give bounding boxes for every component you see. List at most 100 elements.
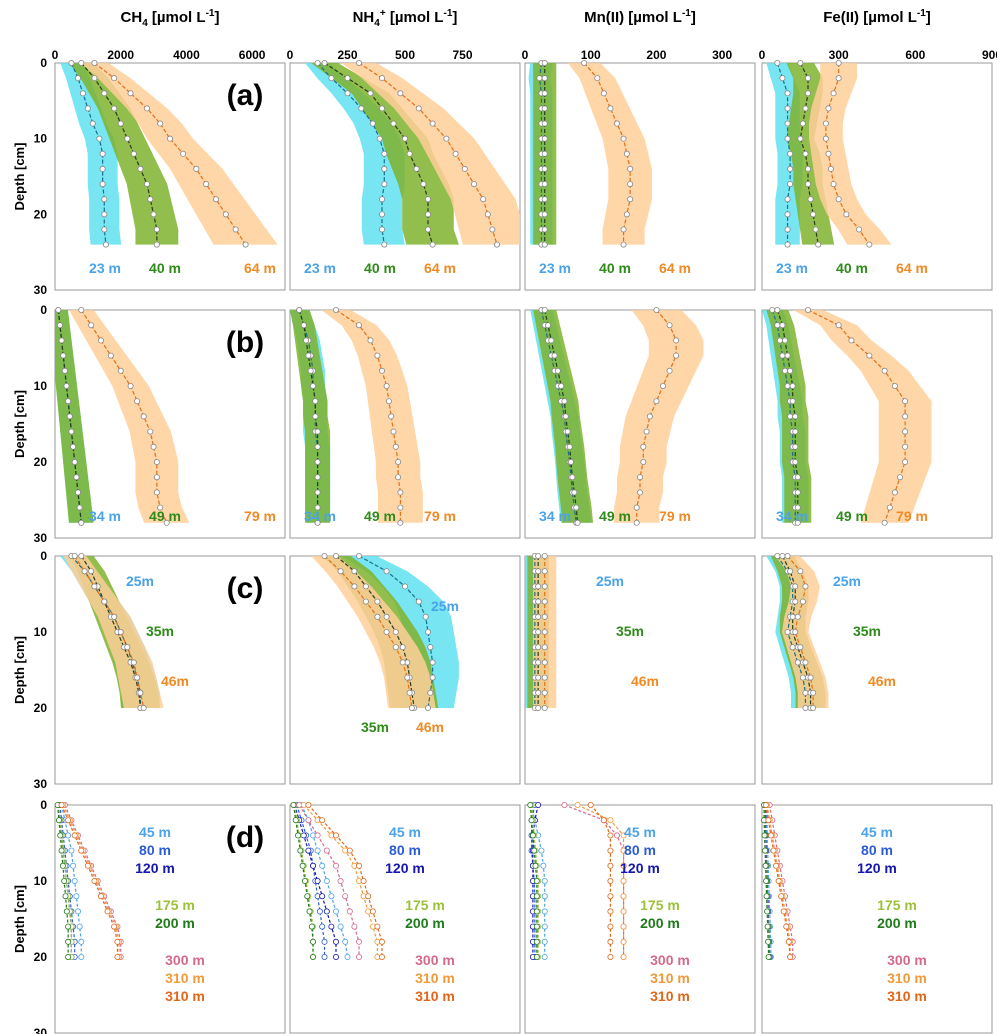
column-header-fe: Fe(II) [µmol L-1] <box>823 8 931 26</box>
data-point <box>375 599 380 604</box>
data-point <box>308 368 313 373</box>
data-point <box>595 76 600 81</box>
data-point <box>798 60 803 65</box>
data-point <box>485 212 490 217</box>
data-point <box>310 383 315 388</box>
data-point <box>398 490 403 495</box>
series-label-310m: 310 m <box>887 970 927 986</box>
data-point <box>416 106 421 111</box>
data-point <box>574 505 579 510</box>
data-point <box>844 212 849 217</box>
data-point <box>795 660 800 665</box>
series-label-79m: 79 m <box>424 508 456 524</box>
data-point <box>379 106 384 111</box>
series-label-310m: 310 m <box>650 988 690 1004</box>
data-point <box>382 242 387 247</box>
data-point <box>148 429 153 434</box>
data-point <box>356 863 361 868</box>
data-point <box>297 307 302 312</box>
data-point <box>624 212 629 217</box>
data-point <box>542 227 547 232</box>
y-tick-label: 0 <box>40 549 47 563</box>
y-axis-label: Depth [cm] <box>12 143 27 211</box>
series-label-34m: 34 m <box>304 508 336 524</box>
data-point <box>72 459 77 464</box>
panel-letter-label: (c) <box>227 572 264 605</box>
data-point <box>98 894 103 899</box>
data-point <box>782 338 787 343</box>
panel-letter-label: (d) <box>226 821 264 854</box>
data-point <box>481 197 486 202</box>
data-point <box>621 939 626 944</box>
x-tick-label-ch4: 4000 <box>173 48 200 62</box>
y-tick-label: 0 <box>40 798 47 812</box>
data-point <box>70 863 75 868</box>
data-point <box>320 818 325 823</box>
data-point <box>59 848 64 853</box>
data-point <box>795 614 800 619</box>
data-point <box>762 833 767 838</box>
data-point <box>831 91 836 96</box>
data-point <box>793 459 798 464</box>
data-point <box>194 166 199 171</box>
panel-frame <box>525 556 755 784</box>
data-point <box>529 818 534 823</box>
data-point <box>295 833 300 838</box>
x-tick-label-mn: 0 <box>522 48 529 62</box>
series-label-46m: 46m <box>161 673 189 689</box>
data-point <box>135 399 140 404</box>
data-point <box>80 91 85 96</box>
series-label-300m: 300 m <box>165 952 205 968</box>
series-label-120m: 120 m <box>857 860 897 876</box>
data-point <box>306 353 311 358</box>
data-point <box>542 599 547 604</box>
data-point <box>542 197 547 202</box>
data-point <box>798 136 803 141</box>
data-point <box>345 76 350 81</box>
data-point <box>647 414 652 419</box>
data-point <box>897 475 902 480</box>
series-label-175m: 175 m <box>877 897 917 913</box>
data-point <box>766 939 771 944</box>
series-label-80m: 80 m <box>624 842 656 858</box>
x-tick-label-fe: 600 <box>905 48 925 62</box>
data-point <box>766 818 771 823</box>
data-point <box>667 368 672 373</box>
series-label-79m: 79 m <box>244 508 276 524</box>
data-point <box>532 848 537 853</box>
data-point <box>405 675 410 680</box>
series-label-49m: 49 m <box>149 508 181 524</box>
data-point <box>559 383 564 388</box>
data-point <box>654 399 659 404</box>
data-point <box>867 242 872 247</box>
data-point <box>542 553 547 558</box>
data-point <box>72 833 77 838</box>
data-point <box>102 197 107 202</box>
y-tick-label: 30 <box>34 531 48 545</box>
data-point <box>352 584 357 589</box>
series-label-200m: 200 m <box>640 915 680 931</box>
data-point <box>306 848 311 853</box>
data-point <box>542 242 547 247</box>
data-point <box>534 878 539 883</box>
data-point <box>181 151 186 156</box>
data-point <box>343 894 348 899</box>
data-point <box>102 227 107 232</box>
series-label-49m: 49 m <box>364 508 396 524</box>
data-point <box>315 475 320 480</box>
data-point <box>79 60 84 65</box>
x-tick-label-nh4: 0 <box>287 48 294 62</box>
series-label-175m: 175 m <box>640 897 680 913</box>
data-point <box>75 909 80 914</box>
data-point <box>118 629 123 634</box>
data-point <box>85 106 90 111</box>
data-point <box>536 660 541 665</box>
data-point <box>398 505 403 510</box>
data-point <box>674 353 679 358</box>
data-point <box>89 323 94 328</box>
data-point <box>402 136 407 141</box>
data-point <box>56 818 61 823</box>
series-label-25m: 25m <box>596 573 624 589</box>
data-point <box>291 802 296 807</box>
data-point <box>154 475 159 480</box>
